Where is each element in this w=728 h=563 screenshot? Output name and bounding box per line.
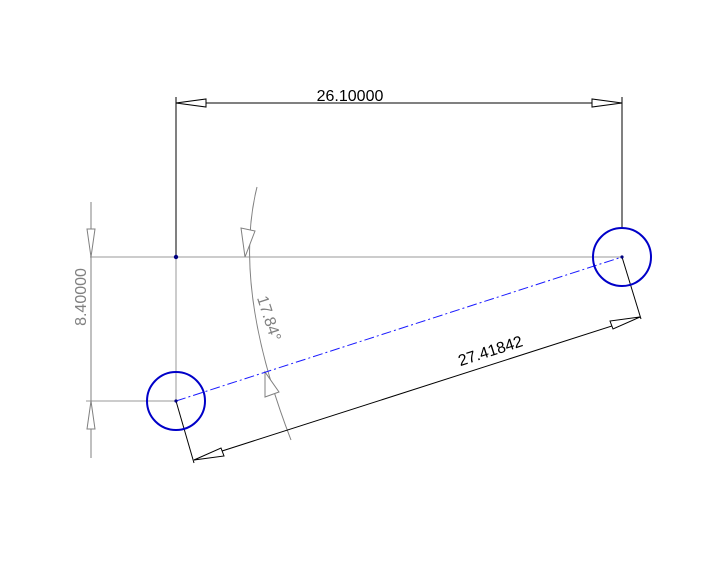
reference-corner-point[interactable] <box>173 254 179 260</box>
right-circle-center-point[interactable] <box>620 255 624 259</box>
construction-lines <box>86 256 622 402</box>
vertical-dimension[interactable] <box>86 202 96 458</box>
aligned-dimension[interactable] <box>175 256 642 464</box>
aligned-dim-right-arrow <box>609 316 641 330</box>
horizontal-dimension-value[interactable]: 26.10000 <box>317 88 384 105</box>
right-circle[interactable] <box>592 227 652 287</box>
left-circle[interactable] <box>146 371 206 431</box>
angle-dim-arc <box>249 186 292 441</box>
aligned-dim-left-arrow <box>193 447 225 461</box>
angle-dimension[interactable] <box>240 186 292 441</box>
angle-dim-bottom-arrow <box>264 370 280 398</box>
horizontal-dim-left-arrow <box>175 98 207 108</box>
horizontal-dim-right-arrow <box>591 98 623 108</box>
vertical-dim-bottom-arrow <box>86 400 96 430</box>
vertical-dim-top-arrow <box>86 228 96 258</box>
horizontal-dimension[interactable] <box>175 97 623 257</box>
centerline[interactable] <box>175 256 623 402</box>
aligned-dim-line <box>193 316 641 461</box>
angle-dim-top-arrow <box>240 227 256 258</box>
vertical-dimension-value[interactable]: 8.40000 <box>73 268 90 326</box>
aligned-dim-left-extension <box>175 400 195 464</box>
aligned-dim-right-extension <box>621 256 642 320</box>
left-circle-center-point[interactable] <box>174 399 178 403</box>
